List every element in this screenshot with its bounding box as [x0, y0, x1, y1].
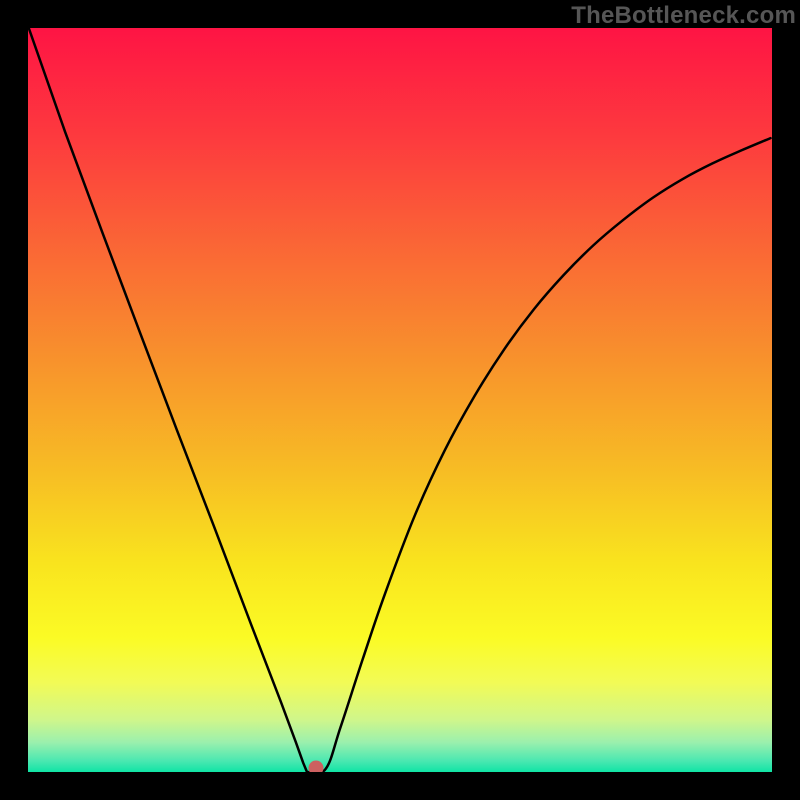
- bottleneck-curve: [28, 28, 772, 772]
- chart-root: TheBottleneck.com: [0, 0, 800, 800]
- watermark-label: TheBottleneck.com: [571, 2, 796, 30]
- plot-area: [28, 28, 772, 772]
- v-curve-path: [29, 28, 771, 772]
- vertex-marker: [308, 760, 323, 772]
